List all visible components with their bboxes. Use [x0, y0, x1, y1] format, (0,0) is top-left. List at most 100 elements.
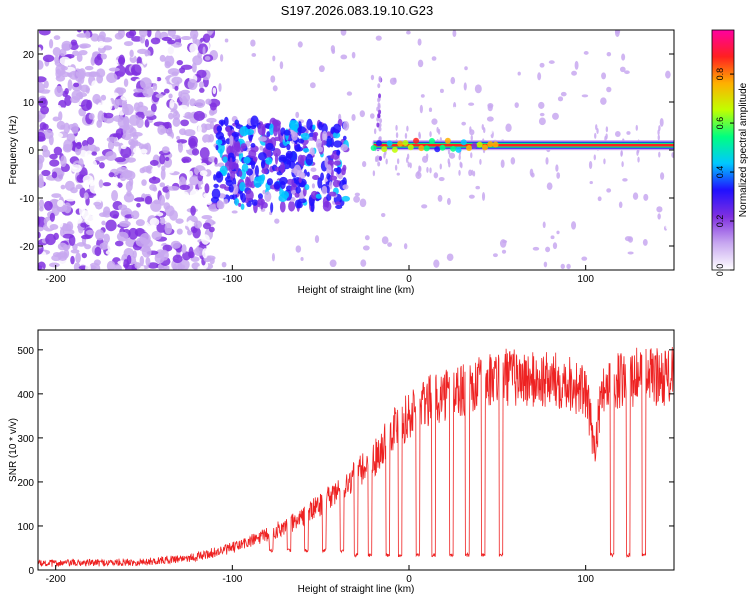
spectrogram-cell — [215, 139, 223, 146]
spectrogram-cell — [192, 55, 203, 66]
spectrogram-cell — [75, 196, 80, 202]
spectrogram-cell — [397, 60, 404, 66]
spectrogram-cell — [42, 54, 55, 63]
spectrogram-cell — [176, 228, 183, 235]
spectrogram-cell — [478, 71, 484, 78]
spectrogram-cell — [184, 144, 191, 150]
spectrogram-cell — [358, 253, 362, 262]
spectrogram-cell — [123, 41, 134, 47]
spectrogram-cell — [351, 51, 356, 59]
spectrogram-cell — [321, 140, 327, 146]
spectrogram-cell — [159, 154, 166, 165]
spectrogram-cell — [376, 122, 380, 128]
spectrogram-cell — [257, 152, 267, 161]
spectrogram-cell — [67, 79, 73, 91]
spectrogram-cell — [236, 75, 244, 80]
spectrogram-cell — [419, 104, 423, 114]
spectrogram-cell — [417, 38, 422, 46]
spectrogram-cell — [252, 156, 258, 162]
spectrogram-cell — [187, 220, 193, 229]
spectrogram-cell — [380, 212, 386, 218]
spectrogram-y-tick-label: 10 — [23, 98, 35, 109]
spectrogram-cell — [337, 222, 344, 227]
spectrogram-cell — [481, 192, 486, 201]
spectrogram-cell — [306, 171, 310, 177]
spectrogram-cell — [84, 65, 94, 71]
spectrogram-cell — [342, 184, 349, 190]
spectrogram-cell — [475, 185, 481, 190]
spectrogram-cell — [606, 86, 612, 93]
spectrogram-cell — [406, 153, 410, 160]
spectrogram-cell — [312, 135, 317, 141]
spectrogram-cell — [381, 146, 388, 153]
spectrogram-cell — [112, 115, 125, 123]
spectrogram-cell — [606, 188, 612, 193]
spectrogram-cell — [413, 137, 420, 144]
spectrogram-cell — [321, 123, 328, 135]
spectrogram-cell — [266, 131, 271, 138]
spectrogram-cell — [404, 132, 408, 139]
spectrogram-cell — [97, 110, 105, 123]
spectrogram-cell — [304, 184, 310, 191]
spectrogram-cell — [539, 62, 545, 68]
spectrogram-cell — [188, 251, 195, 259]
spectrogram-cell — [439, 88, 444, 93]
spectrogram-cell — [248, 149, 257, 158]
spectrogram-cell — [438, 177, 445, 182]
spectrogram-cell — [279, 201, 286, 213]
spectrogram-cell — [458, 169, 461, 176]
spectrogram-cell — [330, 45, 335, 53]
spectrogram-cell — [544, 125, 552, 133]
spectrogram-cell — [334, 201, 341, 206]
spectrogram-cell — [336, 166, 341, 175]
spectrogram-cell — [163, 202, 171, 210]
spectrogram-cell — [49, 153, 58, 160]
spectrogram-cell — [75, 184, 83, 190]
spectrogram-cell — [321, 130, 328, 143]
spectrogram-cell — [240, 143, 247, 149]
spectrogram-cell — [54, 85, 64, 98]
snr-y-tick-label: 200 — [17, 478, 34, 489]
spectrogram-cell — [429, 158, 433, 162]
spectrogram-cell — [190, 205, 196, 216]
spectrogram-cell — [89, 181, 100, 194]
spectrogram-cell — [49, 90, 56, 99]
spectrogram-cell — [556, 172, 561, 179]
spectrogram-cell — [131, 36, 143, 42]
spectrogram-cell — [105, 219, 117, 232]
spectrogram-cell — [45, 233, 56, 246]
spectrogram-cell — [134, 262, 141, 269]
spectrogram-cell — [228, 206, 234, 215]
spectrogram-cell — [203, 193, 211, 198]
spectrogram-cell — [88, 113, 95, 120]
spectrogram-cell — [499, 239, 507, 248]
spectrogram-cell — [191, 148, 200, 156]
spectrogram-cell — [664, 63, 669, 71]
spectrogram-cell — [330, 154, 335, 159]
spectrogram-cell — [505, 123, 512, 132]
spectrogram-cell — [212, 221, 216, 225]
spectrogram-cell — [251, 199, 259, 206]
spectrogram-y-label: Frequency (Hz) — [8, 116, 19, 185]
spectrogram-cell — [51, 193, 62, 198]
spectrogram-cell — [418, 165, 421, 172]
spectrogram-x-tick-label: 0 — [406, 274, 412, 285]
spectrogram-cell — [144, 49, 151, 57]
spectrogram-cell — [341, 167, 346, 176]
spectrogram-cell — [620, 150, 623, 157]
spectrogram-cell — [141, 166, 152, 173]
spectrogram-cell — [376, 106, 380, 112]
spectrogram-cell — [144, 119, 150, 128]
spectrogram-cell — [606, 79, 612, 84]
spectrogram-cell — [64, 95, 72, 107]
spectrogram-cell — [57, 251, 68, 262]
spectrogram-cell — [59, 56, 71, 66]
spectrogram-cell — [461, 121, 466, 126]
spectrogram-cell — [261, 125, 266, 131]
spectrogram-cell — [208, 75, 219, 81]
spectrogram-cell — [68, 234, 76, 247]
spectrogram-cell — [581, 94, 589, 98]
spectrogram-cell — [583, 51, 589, 55]
spectrogram-cell — [270, 75, 276, 83]
spectrogram-cell — [114, 240, 124, 247]
